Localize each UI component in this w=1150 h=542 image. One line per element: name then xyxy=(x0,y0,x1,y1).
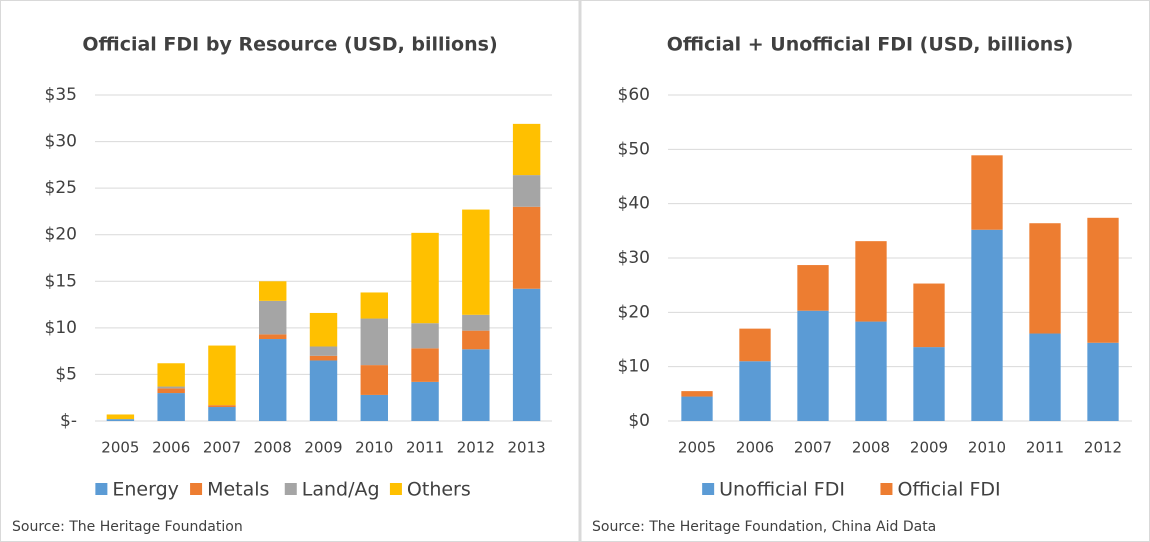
legend-swatch xyxy=(702,483,715,495)
x-tick-label: 2007 xyxy=(203,439,241,457)
bar-segment xyxy=(512,288,541,421)
legend-label: Energy xyxy=(112,479,179,501)
bar-segment xyxy=(157,388,185,394)
bar-segment xyxy=(855,241,887,322)
x-tick-label: 2008 xyxy=(254,439,292,457)
x-tick-label: 2013 xyxy=(508,439,546,457)
bar-segment xyxy=(360,365,388,395)
legend-label: Land/Ag xyxy=(302,479,380,501)
x-tick-label: 2008 xyxy=(852,439,890,457)
bar-segment xyxy=(1087,342,1119,421)
y-tick-label: $0 xyxy=(628,411,650,431)
bar-segment xyxy=(157,386,185,389)
y-tick-label: $10 xyxy=(618,357,650,377)
bar-segment xyxy=(309,360,338,421)
bar-segment xyxy=(681,396,713,421)
legend-label: Metals xyxy=(207,479,269,501)
y-tick-label: $20 xyxy=(45,225,77,245)
y-tick-label: $60 xyxy=(618,85,650,105)
bar-segment xyxy=(411,232,439,324)
bar-segment xyxy=(411,348,439,382)
y-tick-label: $30 xyxy=(45,132,77,152)
bar-segment xyxy=(462,314,490,331)
bar-segment xyxy=(259,339,287,421)
y-tick-label: $25 xyxy=(45,178,77,198)
x-tick-label: 2009 xyxy=(304,439,342,457)
bar-segment xyxy=(913,347,945,421)
bar-segment xyxy=(797,310,829,421)
bar-segment xyxy=(462,349,490,421)
bar-segment xyxy=(739,361,771,421)
legend-swatch xyxy=(190,483,203,495)
x-tick-label: 2011 xyxy=(1026,439,1064,457)
bar-segment xyxy=(855,321,887,421)
bar-segment xyxy=(259,334,287,340)
y-tick-label: $30 xyxy=(618,248,650,268)
bar-segment xyxy=(309,346,338,356)
legend-swatch xyxy=(95,483,108,495)
x-tick-label: 2011 xyxy=(406,439,444,457)
bar-segment xyxy=(309,312,338,347)
legend-swatch xyxy=(284,483,297,495)
bar-segment xyxy=(1029,223,1061,334)
source-note: Source: The Heritage Foundation xyxy=(12,519,243,535)
bar-segment xyxy=(1029,333,1061,421)
x-tick-label: 2012 xyxy=(457,439,495,457)
x-tick-label: 2006 xyxy=(152,439,190,457)
y-tick-label: $20 xyxy=(618,302,650,322)
y-tick-label: $35 xyxy=(45,85,77,105)
legend-swatch xyxy=(389,483,402,495)
x-tick-label: 2012 xyxy=(1084,439,1122,457)
bar-segment xyxy=(512,175,541,207)
bar-segment xyxy=(971,155,1003,230)
x-tick-label: 2005 xyxy=(678,439,716,457)
bar-segment xyxy=(971,229,1003,421)
bar-segment xyxy=(157,363,185,387)
bar-segment xyxy=(739,328,771,362)
y-tick-label: $40 xyxy=(618,194,650,214)
bar-segment xyxy=(106,414,135,420)
legend-swatch xyxy=(880,483,893,495)
bar-segment xyxy=(797,265,829,311)
bar-segment xyxy=(1087,217,1119,343)
legend-label: Unofficial FDI xyxy=(719,479,845,501)
legend-label: Others xyxy=(407,479,471,501)
legend-label: Official FDI xyxy=(897,479,1000,501)
bar-segment xyxy=(157,393,185,421)
bar-segment xyxy=(309,355,338,361)
chart-title: Official FDI by Resource (USD, billions) xyxy=(82,34,497,56)
bar-segment xyxy=(512,123,541,176)
y-tick-label: $10 xyxy=(45,318,77,338)
y-tick-label: $15 xyxy=(45,271,77,291)
y-tick-label: $5 xyxy=(55,364,77,384)
x-tick-label: 2009 xyxy=(910,439,948,457)
y-tick-label: $- xyxy=(60,411,77,431)
bar-segment xyxy=(208,407,236,421)
x-tick-label: 2010 xyxy=(968,439,1006,457)
y-tick-label: $50 xyxy=(618,139,650,159)
x-tick-label: 2010 xyxy=(355,439,393,457)
bar-segment xyxy=(208,345,236,406)
bar-segment xyxy=(411,323,439,349)
bar-segment xyxy=(411,381,439,421)
bar-segment xyxy=(208,405,236,408)
bar-segment xyxy=(360,292,388,319)
x-tick-label: 2006 xyxy=(736,439,774,457)
bar-segment xyxy=(259,281,287,301)
bar-segment xyxy=(106,419,135,421)
bar-segment xyxy=(913,283,945,348)
bar-segment xyxy=(681,391,713,397)
x-tick-label: 2005 xyxy=(101,439,139,457)
bar-segment xyxy=(462,209,490,315)
bar-segment xyxy=(259,300,287,335)
chart-title: Official + Unofficial FDI (USD, billions… xyxy=(667,34,1074,56)
source-note: Source: The Heritage Foundation, China A… xyxy=(592,519,936,535)
x-tick-label: 2007 xyxy=(794,439,832,457)
bar-segment xyxy=(462,330,490,350)
bar-segment xyxy=(360,394,388,421)
bar-segment xyxy=(512,206,541,289)
bar-segment xyxy=(360,318,388,366)
